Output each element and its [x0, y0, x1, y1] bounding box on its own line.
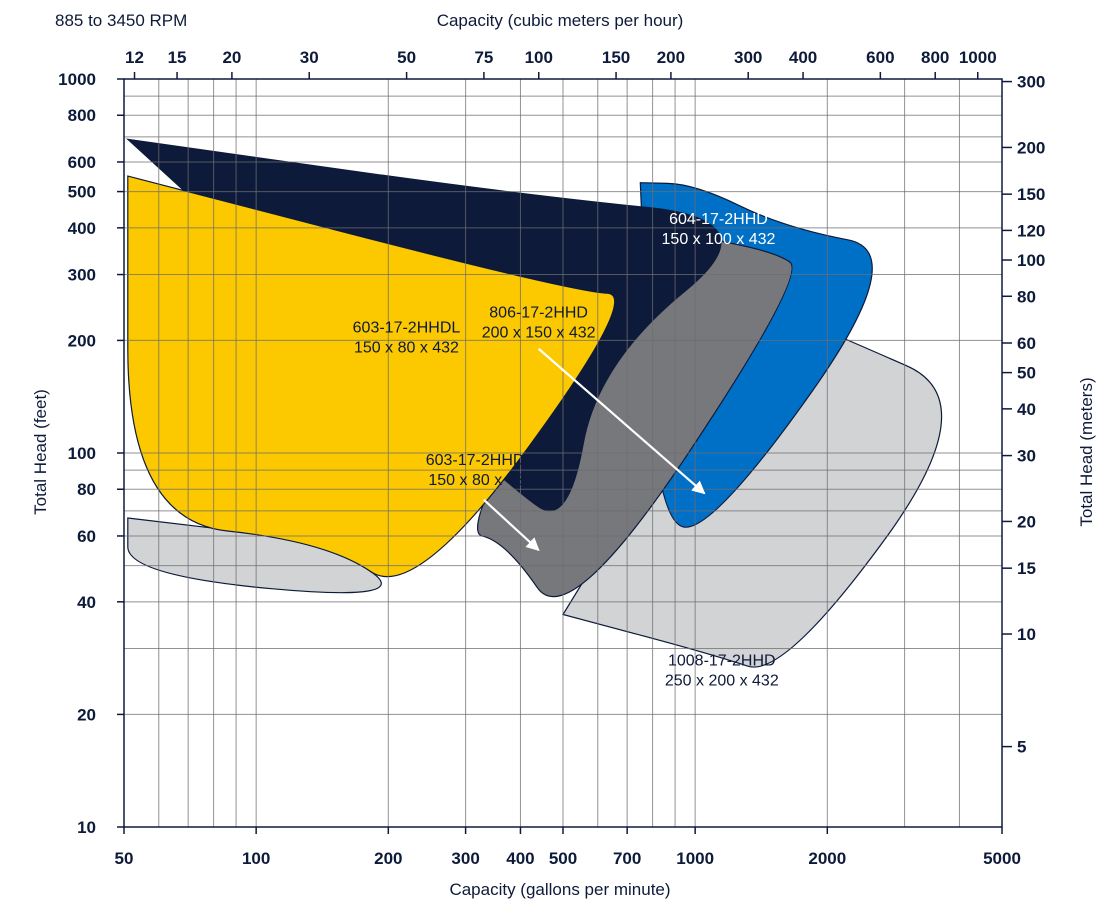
- region-yellow: [127, 175, 616, 578]
- x2-axis-title: Capacity (cubic meters per hour): [437, 11, 684, 30]
- x2-tick-label: 15: [168, 48, 187, 67]
- x2-tick-label: 100: [525, 48, 553, 67]
- y-tick-label: 1000: [58, 70, 96, 89]
- y-tick-label: 300: [68, 266, 96, 285]
- y-tick-label: 600: [68, 153, 96, 172]
- y2-tick-label: 200: [1017, 138, 1045, 157]
- x2-tick-label: 300: [734, 48, 762, 67]
- x2-tick-label: 30: [300, 48, 319, 67]
- y2-tick-label: 80: [1017, 287, 1036, 306]
- x2-tick-label: 12: [125, 48, 144, 67]
- x2-tick-label: 600: [866, 48, 894, 67]
- region-label-name: 604-17-2HHD: [669, 211, 768, 228]
- y-tick-label: 500: [68, 183, 96, 202]
- region-label-size: 200 x 150 x 432: [482, 325, 596, 342]
- y2-tick-label: 60: [1017, 334, 1036, 353]
- chart-title: 885 to 3450 RPM: [55, 11, 187, 30]
- region-label-name: 1008-17-2HHD: [668, 653, 776, 670]
- region-label-name: 806-17-2HHD: [489, 305, 588, 322]
- y2-tick-label: 50: [1017, 364, 1036, 383]
- x-tick-label: 1000: [676, 849, 714, 868]
- x-tick-label: 5000: [983, 849, 1021, 868]
- y-tick-label: 80: [77, 480, 96, 499]
- y-tick-label: 40: [77, 593, 96, 612]
- pointer-arrow: [483, 498, 540, 551]
- x-tick-label: 700: [613, 849, 641, 868]
- region-label-size: 150 x 80 x 432: [354, 339, 459, 356]
- y-axis-title: Total Head (feet): [31, 389, 50, 515]
- x2-tick-label: 75: [474, 48, 493, 67]
- y-tick-label: 200: [68, 331, 96, 350]
- y-tick-label: 20: [77, 705, 96, 724]
- x2-tick-label: 50: [397, 48, 416, 67]
- x-tick-label: 400: [506, 849, 534, 868]
- y-tick-label: 60: [77, 527, 96, 546]
- label-layer: 1008-17-2HHD 250 x 200 x 432 603-17-2HHDH 1…: [353, 211, 779, 690]
- y2-tick-label: 20: [1017, 512, 1036, 531]
- region-label-size: 150 x 80 x 432: [428, 472, 533, 489]
- x2-tick-label: 20: [222, 48, 241, 67]
- fill-layer: [125, 138, 943, 668]
- x-tick-label: 100: [242, 849, 270, 868]
- y2-tick-label: 100: [1017, 251, 1045, 270]
- region-label-size: 250 x 200 x 432: [665, 673, 779, 690]
- x-axis-title: Capacity (gallons per minute): [449, 880, 670, 899]
- y2-tick-label: 30: [1017, 447, 1036, 466]
- y2-tick-label: 150: [1017, 185, 1045, 204]
- region-label-name: 603-17-2HHDH: [426, 452, 536, 469]
- region-label-size: 150 x 100 x 432: [662, 231, 776, 248]
- x-tick-label: 300: [451, 849, 479, 868]
- y2-tick-label: 15: [1017, 559, 1036, 578]
- y2-tick-label: 10: [1017, 625, 1036, 644]
- y-tick-label: 10: [77, 818, 96, 837]
- y2-axis-title: Total Head (meters): [1077, 377, 1096, 526]
- x-tick-label: 2000: [808, 849, 846, 868]
- grid-layer: [124, 79, 1002, 827]
- x-tick-label: 50: [115, 849, 134, 868]
- y2-tick-label: 40: [1017, 400, 1036, 419]
- y2-tick-label: 120: [1017, 221, 1045, 240]
- y2-tick-label: 300: [1017, 73, 1045, 92]
- x2-tick-label: 800: [921, 48, 949, 67]
- pointer-arrow: [537, 347, 706, 495]
- y-tick-label: 100: [68, 444, 96, 463]
- y-tick-label: 400: [68, 219, 96, 238]
- y-tick-label: 800: [68, 106, 96, 125]
- x-tick-label: 200: [374, 849, 402, 868]
- x2-tick-label: 400: [789, 48, 817, 67]
- x2-tick-label: 1000: [959, 48, 997, 67]
- x-tick-label: 500: [549, 849, 577, 868]
- axis-layer: 50 100 200 300 400 500 700 1000 2000 5000 12 15 20 30…: [58, 48, 1045, 868]
- x2-tick-label: 150: [602, 48, 630, 67]
- y2-tick-label: 5: [1017, 738, 1026, 757]
- x2-tick-label: 200: [657, 48, 685, 67]
- region-label-name: 603-17-2HHDL: [353, 319, 461, 336]
